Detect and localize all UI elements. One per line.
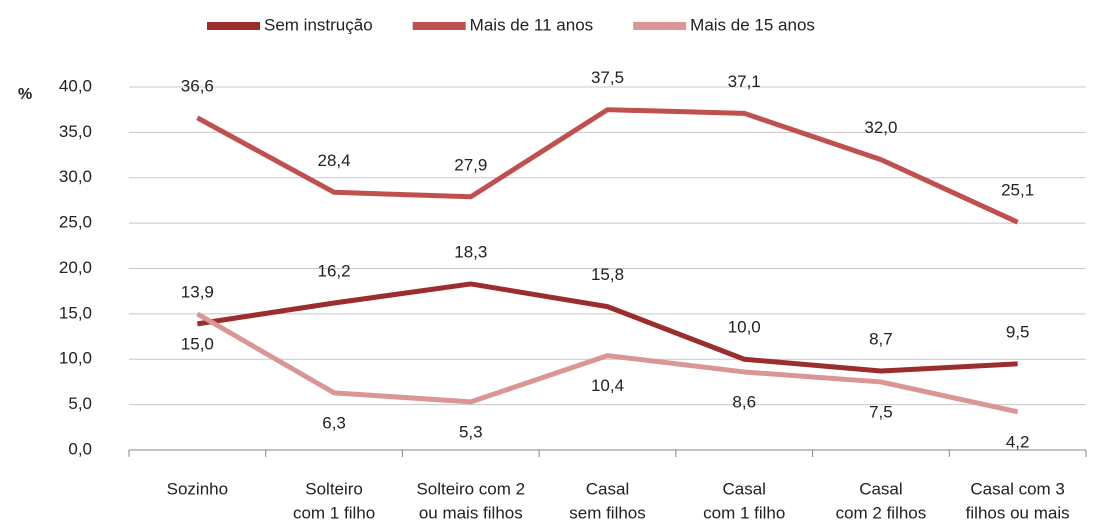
x-tick-label: com 2 filhos [836, 503, 927, 522]
data-label: 6,3 [322, 413, 346, 432]
data-label: 32,0 [864, 118, 897, 137]
series-line [196, 281, 1018, 374]
legend-label: Sem instrução [264, 15, 373, 34]
y-tick-label: 35,0 [59, 122, 92, 141]
x-tick-label: Casal [722, 479, 765, 498]
data-label: 8,6 [732, 392, 756, 411]
x-tick-label: Casal com 3 [970, 479, 1064, 498]
data-label: 15,0 [181, 334, 214, 353]
data-label: 10,0 [728, 318, 761, 337]
x-tick-label: Solteiro com 2 [416, 479, 525, 498]
y-tick-label: 20,0 [59, 258, 92, 277]
data-label: 8,7 [869, 330, 893, 349]
y-axis-label: % [18, 86, 32, 103]
data-label: 37,5 [591, 68, 624, 87]
data-label: 18,3 [454, 242, 487, 261]
y-tick-label: 0,0 [68, 439, 92, 458]
y-tick-label: 25,0 [59, 213, 92, 232]
y-tick-label: 30,0 [59, 167, 92, 186]
x-tick-label: Solteiro [305, 479, 363, 498]
x-tick-label: filhos ou mais [966, 503, 1070, 522]
x-tick-label: Sozinho [167, 479, 228, 498]
data-label: 5,3 [459, 422, 483, 441]
data-label: 15,8 [591, 265, 624, 284]
data-label: 9,5 [1006, 322, 1030, 341]
data-label: 37,1 [728, 72, 761, 91]
data-label: 25,1 [1001, 181, 1034, 200]
legend-label: Mais de 11 anos [470, 15, 593, 34]
data-label: 10,4 [591, 376, 624, 395]
data-label: 16,2 [318, 261, 351, 280]
y-tick-label: 5,0 [68, 394, 92, 413]
data-label: 13,9 [181, 282, 214, 301]
x-tick-label: ou mais filhos [419, 503, 523, 522]
y-tick-label: 40,0 [59, 76, 92, 95]
legend-swatch [633, 22, 687, 30]
legend-swatch [412, 22, 466, 30]
y-tick-label: 15,0 [59, 303, 92, 322]
x-tick-label: sem filhos [569, 503, 646, 522]
x-tick-label: com 1 filho [703, 503, 785, 522]
legend-swatch [207, 22, 260, 30]
data-label: 7,5 [869, 402, 893, 421]
x-tick-label: Casal [586, 479, 629, 498]
series-line [196, 107, 1019, 225]
x-tick-label: Casal [859, 479, 902, 498]
y-tick-label: 10,0 [59, 349, 92, 368]
data-label: 4,2 [1006, 432, 1030, 451]
data-label: 28,4 [318, 151, 351, 170]
x-tick-label: com 1 filho [293, 503, 375, 522]
data-label: 27,9 [454, 155, 487, 174]
legend-label: Mais de 15 anos [690, 15, 815, 34]
data-label: 36,6 [181, 76, 214, 95]
series-line [196, 311, 1019, 415]
